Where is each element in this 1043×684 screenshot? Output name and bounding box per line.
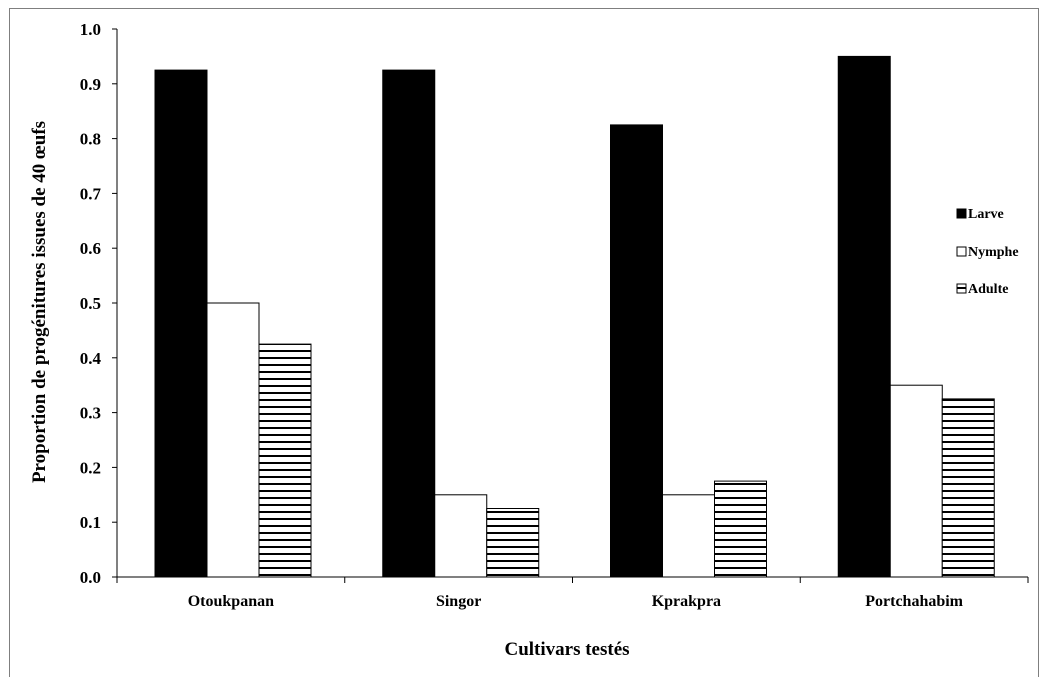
bar-larve-otoukpanan: [154, 69, 208, 578]
y-tick-label: 0.7: [80, 184, 102, 203]
bar-adulte-kprakpra: [714, 480, 767, 578]
y-tick-label: 0.5: [80, 294, 101, 313]
y-tick-label: 1.0: [80, 20, 101, 39]
bar-nymphe-portchahabim: [889, 384, 943, 578]
bar-nymphe-singor: [434, 494, 488, 578]
bar-larve-singor: [382, 69, 436, 578]
legend-label-larve: Larve: [968, 207, 1004, 222]
x-category-label: Otoukpanan: [188, 593, 274, 610]
bar-nymphe-kprakpra: [662, 494, 715, 578]
x-category-label: Singor: [436, 593, 481, 610]
legend-label-adulte: Adulte: [968, 282, 1008, 297]
y-tick-label: 0.4: [80, 349, 102, 368]
bar-nymphe-otoukpanan: [206, 302, 260, 578]
y-tick-label: 0.0: [80, 568, 101, 587]
y-tick-label: 0.3: [80, 404, 101, 423]
y-tick-label: 0.9: [80, 75, 101, 94]
legend-swatch-adulte: [956, 283, 967, 294]
y-tick-label: 0.8: [80, 130, 101, 149]
legend-label-nymphe: Nymphe: [968, 245, 1019, 260]
legend-swatch-nymphe: [956, 246, 967, 257]
bar-larve-portchahabim: [837, 55, 891, 578]
legend: Larve Nymphe Adulte: [956, 207, 1019, 297]
y-tick-label: 0.2: [80, 458, 101, 477]
bar-adulte-otoukpanan: [258, 343, 312, 578]
bar-adulte-portchahabim: [941, 398, 995, 578]
x-axis-title: Cultivars testés: [504, 639, 629, 660]
y-tick-label: 0.1: [80, 513, 101, 532]
legend-swatch-larve: [956, 208, 967, 219]
bar-larve-kprakpra: [610, 124, 663, 578]
y-axis-title: Proportion de progénitures issues de 40 …: [29, 121, 50, 483]
bar-adulte-singor: [486, 508, 540, 578]
x-category-label: Portchahabim: [865, 593, 963, 610]
y-tick-label: 0.6: [80, 239, 101, 258]
x-category-label: Kprakpra: [652, 593, 721, 610]
